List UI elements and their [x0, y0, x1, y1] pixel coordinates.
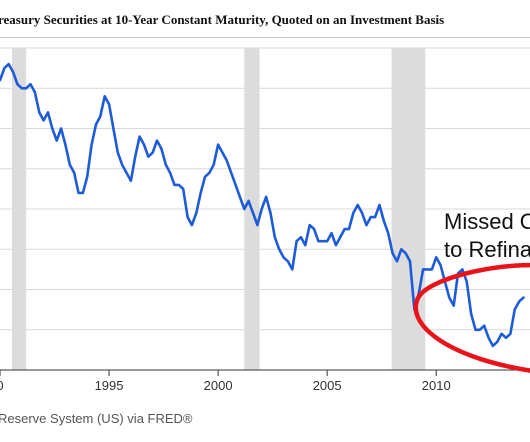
- annotation-text-line2: to Refina: [444, 237, 530, 262]
- x-tick-label: 0: [0, 378, 4, 393]
- x-tick-label: 2000: [204, 378, 233, 393]
- annotation-text-line1: Missed O: [444, 209, 530, 234]
- source-note: Reserve System (US) via FRED®: [0, 411, 193, 426]
- annotation-circle: [413, 262, 530, 373]
- chart-title: reasury Securities at 10-Year Constant M…: [0, 12, 445, 27]
- title-divider: [0, 37, 530, 38]
- x-tick-label: 1995: [95, 378, 124, 393]
- x-axis: 0 1995 2000 2005 2010: [0, 369, 530, 393]
- recession-band: [11, 48, 27, 370]
- annotation: Missed O to Refina: [413, 209, 530, 373]
- x-tick-label: 2005: [313, 378, 342, 393]
- series-layer: [0, 62, 525, 348]
- series-line: [0, 62, 525, 348]
- x-tick-label: 2010: [422, 378, 451, 393]
